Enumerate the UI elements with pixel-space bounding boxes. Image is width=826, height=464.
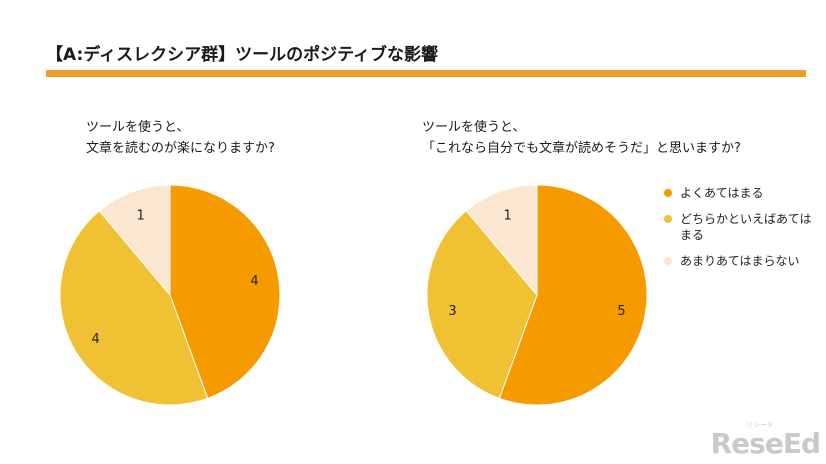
chart-1-question-line-1: ツールを使うと、 — [86, 120, 190, 135]
chart-1-question: ツールを使うと、 文章を読むのが楽になりますか? — [86, 117, 275, 159]
legend-item-rarely: あまりあてはまらない — [664, 253, 814, 269]
chart-2-slice-2-label: 3 — [448, 304, 456, 319]
legend-item-often: よくあてはまる — [664, 185, 814, 201]
chart-2-slice-1 — [498, 184, 648, 406]
legend-label-rarely: あまりあてはまらない — [680, 254, 800, 268]
chart-1-slice-2 — [59, 210, 209, 406]
page-title: 【A:ディスレクシア群】ツールのポジティブな影響 — [46, 45, 439, 65]
legend-swatch-somewhat — [664, 215, 672, 223]
legend-item-somewhat: どちらかといえばあてはまる — [664, 211, 814, 243]
legend-swatch-often — [664, 189, 672, 197]
legend: よくあてはまる どちらかといえばあてはまる あまりあてはまらない — [664, 185, 814, 279]
chart-2-question-line-2: 「これなら自分でも文章が読めそうだ」と思いますか? — [422, 141, 741, 156]
chart-2-slice-3 — [465, 184, 538, 297]
legend-label-often: よくあてはまる — [680, 186, 764, 200]
chart-1-slice-1 — [169, 184, 281, 400]
chart-1-slice-2-label: 4 — [92, 332, 100, 347]
chart-1-slice-1-label: 4 — [250, 274, 258, 289]
title-rule — [46, 70, 806, 77]
chart-2-slice-3-label: 1 — [504, 208, 512, 223]
chart-1-question-line-2: 文章を読むのが楽になりますか? — [86, 141, 275, 156]
chart-1-slice-3 — [98, 184, 171, 297]
chart-2-question-line-1: ツールを使うと、 — [422, 120, 526, 135]
chart-1-slice-3-label: 1 — [137, 208, 145, 223]
logo-subtext: リシード — [746, 421, 774, 429]
reseed-logo: ReseEd — [710, 427, 821, 460]
chart-2-question: ツールを使うと、 「これなら自分でも文章が読めそうだ」と思いますか? — [422, 117, 741, 159]
chart-2-slice-2 — [426, 210, 538, 400]
legend-label-somewhat: どちらかといえばあてはまる — [680, 212, 812, 242]
legend-swatch-rarely — [664, 257, 672, 265]
chart-2-slice-1-label: 5 — [617, 304, 625, 319]
